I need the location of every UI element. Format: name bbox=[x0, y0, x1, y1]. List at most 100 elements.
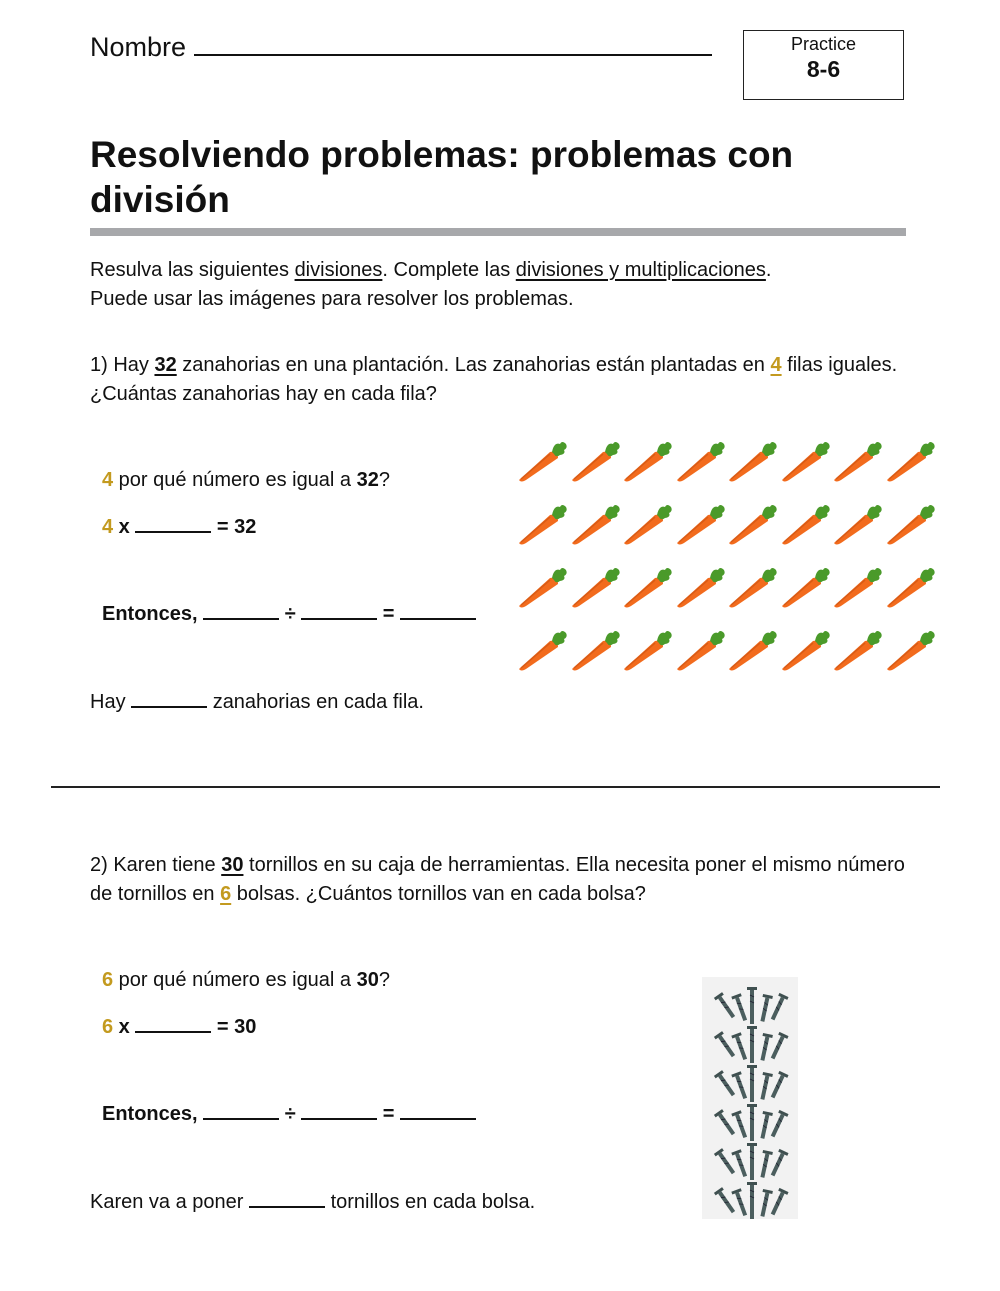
carrot-icon bbox=[624, 442, 672, 482]
instructions-line2: Puede usar las imágenes para resolver lo… bbox=[90, 288, 574, 310]
equals-sign: = bbox=[377, 1103, 401, 1125]
carrot-icon bbox=[834, 442, 882, 482]
carrot-icon bbox=[676, 631, 725, 671]
carrot-icon bbox=[729, 631, 777, 671]
quotient-blank[interactable] bbox=[400, 600, 477, 620]
mult-num: 4 bbox=[102, 516, 114, 538]
carrot-icon bbox=[729, 505, 777, 545]
problem-1-multiplication: 4 x = 32 bbox=[102, 513, 256, 539]
practice-label: Practice bbox=[790, 34, 857, 54]
question-total: 30 bbox=[356, 969, 379, 991]
carrot-array-image bbox=[516, 438, 936, 678]
page-title: Resolviendo problemas: problemas con div… bbox=[90, 134, 794, 220]
divisor-blank[interactable] bbox=[301, 600, 378, 620]
problem-1-total: 32 bbox=[154, 354, 177, 376]
carrot-icon bbox=[886, 442, 935, 482]
mult-num: 6 bbox=[102, 1016, 114, 1038]
instructions-text: Resulva las siguientes bbox=[90, 259, 295, 281]
carrot-icon bbox=[729, 568, 777, 608]
carrot-icon bbox=[571, 505, 620, 545]
problem-2-question: 6 por qué número es igual a 30? bbox=[102, 969, 390, 992]
name-field: Nombre bbox=[90, 28, 713, 63]
mult-blank[interactable] bbox=[135, 1013, 212, 1033]
question-text: por qué número es igual a bbox=[113, 969, 357, 991]
instructions: Resulva las siguientes divisiones. Compl… bbox=[90, 256, 910, 314]
question-total: 32 bbox=[356, 469, 379, 491]
carrot-icon bbox=[571, 631, 620, 671]
entonces-label: Entonces, bbox=[102, 1103, 204, 1125]
problem-2-statement: 2) Karen tiene 30 tornillos en su caja d… bbox=[90, 851, 910, 909]
mult-result: = 30 bbox=[211, 1016, 257, 1038]
name-blank[interactable] bbox=[194, 28, 713, 56]
carrot-icon bbox=[676, 568, 725, 608]
answer-suffix: tornillos en cada bolsa. bbox=[330, 1191, 536, 1213]
mult-blank[interactable] bbox=[135, 513, 212, 533]
carrot-icon bbox=[834, 505, 882, 545]
carrot-icon bbox=[781, 631, 830, 671]
problem-1-answer: Hay zanahorias en cada fila. bbox=[90, 688, 424, 717]
carrot-icon bbox=[624, 505, 672, 545]
problem-1-statement: 1) Hay 32 zanahorias en una plantación. … bbox=[90, 351, 910, 409]
equals-sign: = bbox=[377, 603, 401, 625]
carrot-icon bbox=[834, 568, 882, 608]
dividend-blank[interactable] bbox=[203, 600, 280, 620]
screws-image bbox=[702, 977, 798, 1219]
instructions-underline-div-mult: divisiones y multiplicaciones bbox=[515, 259, 766, 281]
problem-text: bolsas. ¿Cuántos tornillos van en cada b… bbox=[231, 883, 646, 905]
divide-sign: ÷ bbox=[279, 1103, 302, 1125]
carrot-icon bbox=[781, 568, 830, 608]
carrot-icon bbox=[519, 568, 567, 608]
problem-2-total: 30 bbox=[221, 854, 244, 876]
answer-prefix: Hay bbox=[90, 691, 132, 713]
problem-1-groups: 4 bbox=[770, 354, 782, 376]
divisor-blank[interactable] bbox=[301, 1100, 378, 1120]
carrot-icon bbox=[519, 442, 567, 482]
problem-1-question: 4 por qué número es igual a 32? bbox=[102, 469, 390, 492]
carrot-icon bbox=[624, 631, 672, 671]
carrot-icon bbox=[571, 568, 620, 608]
carrot-icon bbox=[676, 505, 725, 545]
problem-text: zanahorias en una plantación. Las zanaho… bbox=[176, 354, 771, 376]
instructions-text: . Complete las bbox=[382, 259, 516, 281]
problem-1-division: Entonces, ÷ = bbox=[102, 600, 477, 626]
problem-text: 2) Karen tiene bbox=[90, 854, 222, 876]
mult-result: = 32 bbox=[211, 516, 257, 538]
carrot-icon bbox=[676, 442, 725, 482]
practice-box: Practice 8-6 bbox=[743, 30, 904, 100]
instructions-underline-divisiones: divisiones bbox=[294, 259, 383, 281]
problem-2-answer: Karen va a poner tornillos en cada bolsa… bbox=[90, 1188, 535, 1217]
problem-2-multiplication: 6 x = 30 bbox=[102, 1013, 256, 1039]
question-num: 6 bbox=[102, 969, 114, 991]
carrot-icon bbox=[886, 631, 935, 671]
answer-prefix: Karen va a poner bbox=[90, 1191, 249, 1213]
carrot-icon bbox=[519, 631, 567, 671]
carrot-icon bbox=[729, 442, 777, 482]
entonces-label: Entonces, bbox=[102, 603, 204, 625]
answer-blank[interactable] bbox=[131, 688, 208, 708]
dividend-blank[interactable] bbox=[203, 1100, 280, 1120]
problem-2-groups: 6 bbox=[220, 883, 232, 905]
carrot-icon bbox=[834, 631, 882, 671]
carrot-icon bbox=[519, 505, 567, 545]
question-mark: ? bbox=[378, 469, 390, 491]
question-mark: ? bbox=[378, 969, 390, 991]
carrot-icon bbox=[781, 442, 830, 482]
section-divider bbox=[51, 786, 940, 788]
practice-number: 8-6 bbox=[806, 56, 841, 82]
divide-sign: ÷ bbox=[279, 603, 302, 625]
question-num: 4 bbox=[102, 469, 114, 491]
carrot-icon bbox=[886, 568, 935, 608]
instructions-text: . bbox=[765, 259, 772, 281]
carrot-icon bbox=[886, 505, 935, 545]
problem-2-division: Entonces, ÷ = bbox=[102, 1100, 477, 1126]
carrot-icon bbox=[571, 442, 620, 482]
answer-blank[interactable] bbox=[249, 1188, 325, 1208]
mult-x: x bbox=[113, 516, 136, 538]
problem-text: 1) Hay bbox=[90, 354, 155, 376]
quotient-blank[interactable] bbox=[400, 1100, 477, 1120]
question-text: por qué número es igual a bbox=[113, 469, 357, 491]
name-label: Nombre bbox=[90, 32, 187, 62]
carrot-icon bbox=[624, 568, 672, 608]
problem-text: tornillos en su caja de herramientas. El… bbox=[90, 854, 905, 905]
carrot-icon bbox=[781, 505, 830, 545]
